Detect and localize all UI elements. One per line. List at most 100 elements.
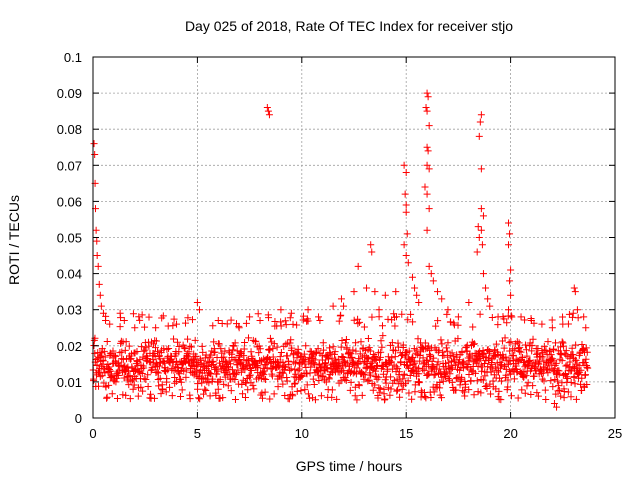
scatter-points [89,89,592,411]
data-point-baseline [364,377,372,385]
data-point-baseline [145,313,153,321]
data-point-baseline [583,380,591,388]
data-point-baseline [584,364,592,372]
data-point-baseline [190,371,198,379]
data-point [427,270,435,278]
data-point-baseline [458,349,466,357]
data-point-baseline [213,370,221,378]
data-point [494,313,502,321]
data-point [475,132,483,140]
data-point-baseline [289,392,297,400]
data-point-baseline [124,373,132,381]
data-point-baseline [538,375,546,383]
y-tick-label: 0.01 [57,375,82,390]
data-point-baseline [137,343,145,351]
data-point-baseline [388,354,396,362]
data-point-baseline [266,355,274,363]
data-point-baseline [175,343,183,351]
data-point [478,241,486,249]
data-point-baseline [279,369,287,377]
data-point [375,306,383,314]
data-point-baseline [274,383,282,391]
data-point-baseline [187,343,195,351]
data-point-baseline [509,351,517,359]
data-point-baseline [352,347,360,355]
data-point-baseline [266,395,274,403]
data-point-baseline [523,352,531,360]
data-point-baseline [393,386,401,394]
data-point-baseline [570,373,578,381]
data-point-baseline [381,395,389,403]
data-point-baseline [502,353,510,361]
data-point [548,324,556,332]
data-point-baseline [220,380,228,388]
data-point-baseline [514,394,522,402]
data-point-baseline [391,353,399,361]
data-point [256,317,264,325]
data-point-baseline [408,366,416,374]
data-point-baseline [170,366,178,374]
data-point-baseline [372,355,380,363]
data-point-baseline [302,342,310,350]
data-point [381,291,389,299]
data-point [401,190,409,198]
data-point-baseline [253,362,261,370]
data-point-baseline [325,375,333,383]
data-point-baseline [157,390,165,398]
data-point [413,291,421,299]
data-point-baseline [413,346,421,354]
data-point-baseline [446,370,454,378]
data-point-baseline [291,379,299,387]
data-point-baseline [488,360,496,368]
data-point [392,288,400,296]
data-point-baseline [430,388,438,396]
data-point-baseline [144,371,152,379]
data-point-baseline [198,379,206,387]
data-point [93,252,101,260]
data-point-baseline [323,364,331,372]
x-axis-label: GPS time / hours [296,458,403,474]
data-point-baseline [249,381,257,389]
data-point-baseline [438,340,446,348]
data-point-baseline [293,354,301,362]
data-point-baseline [555,386,563,394]
data-point-baseline [152,337,160,345]
data-point [402,201,410,209]
data-point-baseline [355,318,363,326]
data-point [363,284,371,292]
data-point [454,313,462,321]
data-point-baseline [501,334,509,342]
data-point-baseline [411,388,419,396]
data-point [429,277,437,285]
data-point-baseline [111,351,119,359]
data-point-baseline [283,374,291,382]
data-point-baseline [345,362,353,370]
data-point-baseline [328,354,336,362]
data-point-baseline [583,363,591,371]
data-point [479,212,487,220]
data-point [517,313,525,321]
data-point-baseline [211,348,219,356]
data-point-baseline [270,340,278,348]
data-point [477,226,485,234]
data-point-baseline [292,370,300,378]
data-point-baseline [205,379,213,387]
data-point-baseline [398,351,406,359]
data-point [96,291,104,299]
data-point-baseline [436,378,444,386]
data-point-baseline [521,389,529,397]
data-point-baseline [470,391,478,399]
data-point-baseline [419,365,427,373]
data-point-baseline [535,360,543,368]
data-point-baseline [301,355,309,363]
data-point-baseline [177,378,185,386]
data-point-baseline [417,387,425,395]
data-point-baseline [338,352,346,360]
data-point-baseline [400,370,408,378]
data-point-baseline [260,375,268,383]
y-tick-label: 0.04 [57,267,82,282]
data-point-baseline [346,386,354,394]
data-point-baseline [501,362,509,370]
